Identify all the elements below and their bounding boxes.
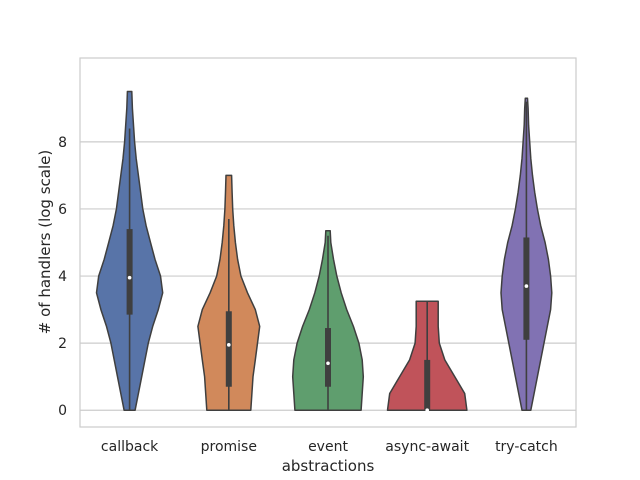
median-point <box>127 275 132 280</box>
median-point <box>524 284 529 288</box>
iqr-box <box>126 229 133 315</box>
iqr-box <box>325 328 331 387</box>
violin-async-await <box>386 300 468 413</box>
x-tick-label: callback <box>101 439 159 455</box>
plot-frame <box>79 57 577 428</box>
median-point <box>227 343 231 347</box>
violins <box>95 90 553 413</box>
violin-callback <box>95 90 164 411</box>
iqr-box <box>523 237 530 340</box>
y-tick-labels: 0 2 4 6 8 <box>58 135 67 419</box>
iqr-box <box>424 359 431 411</box>
y-axis-label: # of handlers (log scale) <box>36 150 54 334</box>
y-tick-label: 0 <box>58 403 67 419</box>
iqr-box <box>225 311 232 387</box>
violin-event <box>291 230 365 411</box>
median-point <box>326 361 330 366</box>
median-point <box>425 408 430 413</box>
y-tick-label: 6 <box>58 202 67 218</box>
x-tick-labels: callback promise event async-await try-catch <box>101 439 558 455</box>
y-tick-label: 8 <box>58 135 67 151</box>
x-tick-label: promise <box>201 439 257 455</box>
x-tick-label: try-catch <box>495 439 558 455</box>
violin-promise <box>197 174 261 411</box>
x-tick-label: event <box>308 439 348 455</box>
y-tick-label: 2 <box>58 336 67 352</box>
violin-try-catch <box>500 97 553 411</box>
x-axis-label: abstractions <box>282 457 375 475</box>
x-tick-label: async-await <box>385 439 469 455</box>
y-tick-label: 4 <box>58 269 67 285</box>
